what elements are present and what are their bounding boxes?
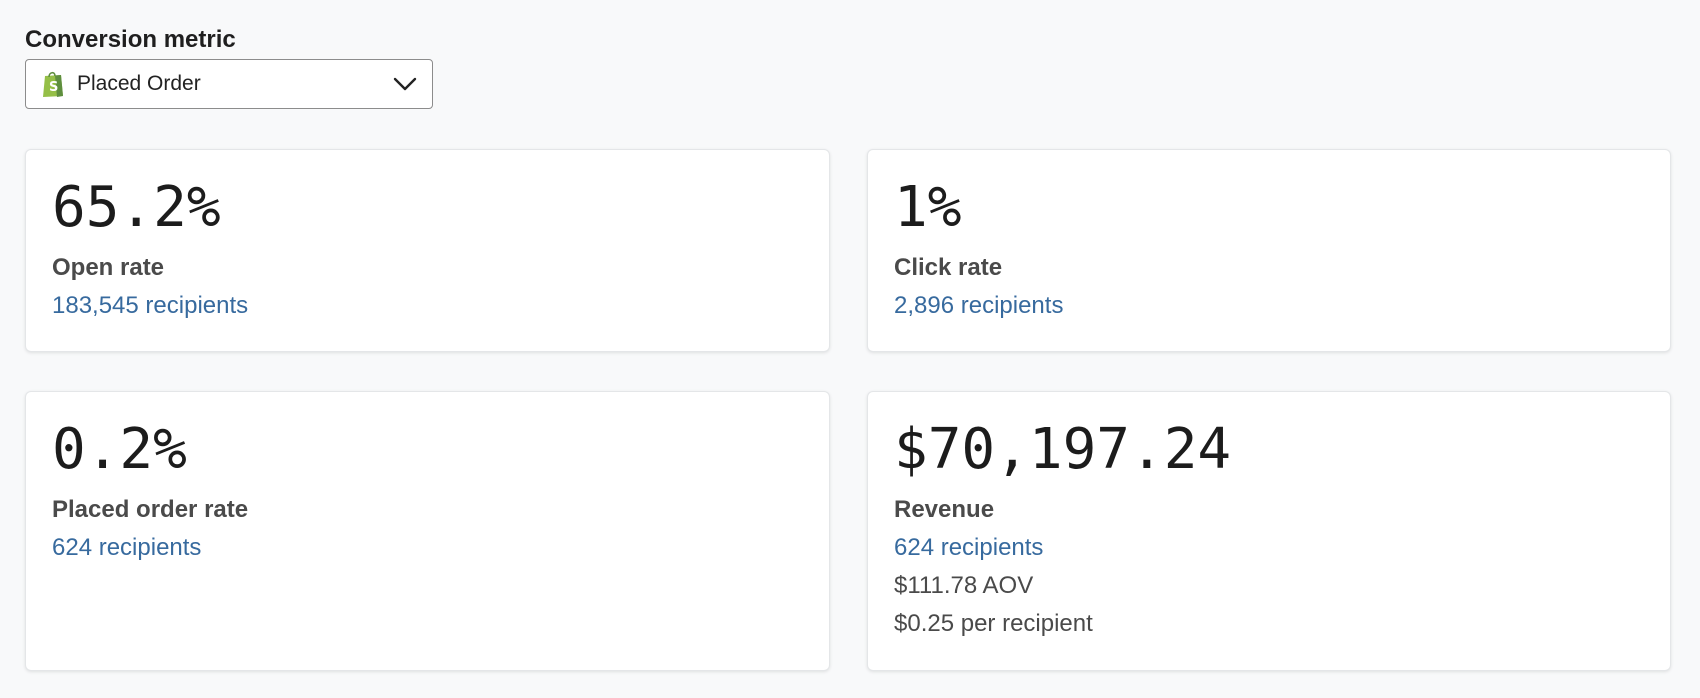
placed-order-rate-value: 0.2% [52, 417, 187, 482]
click-rate-value: 1% [894, 175, 962, 240]
open-rate-value: 65.2% [52, 175, 221, 240]
conversion-metric-label: Conversion metric [25, 26, 236, 53]
svg-text:S: S [49, 80, 58, 95]
open-rate-label: Open rate [52, 254, 165, 281]
revenue-value: $70,197.24 [894, 417, 1232, 482]
conversion-metric-select[interactable]: S Placed Order [25, 59, 433, 109]
placed-order-rate-card: 0.2% Placed order rate 624 recipients [25, 391, 830, 671]
open-rate-card: 65.2% Open rate 183,545 recipients [25, 149, 830, 352]
revenue-recipients-link[interactable]: 624 recipients [894, 534, 1044, 561]
revenue-aov: $111.78 AOV [894, 572, 1034, 599]
click-rate-label: Click rate [894, 254, 1003, 281]
placed-order-rate-label: Placed order rate [52, 496, 249, 523]
revenue-label: Revenue [894, 496, 995, 523]
revenue-per-recipient: $0.25 per recipient [894, 610, 1093, 637]
open-rate-recipients-link[interactable]: 183,545 recipients [52, 292, 249, 319]
click-rate-card: 1% Click rate 2,896 recipients [867, 149, 1671, 352]
chevron-down-icon[interactable] [392, 76, 418, 92]
placed-order-rate-recipients-link[interactable]: 624 recipients [52, 534, 202, 561]
click-rate-recipients-link[interactable]: 2,896 recipients [894, 292, 1064, 319]
revenue-card: $70,197.24 Revenue 624 recipients $111.7… [867, 391, 1671, 671]
shopify-bag-icon: S [39, 69, 67, 99]
conversion-metric-value: Placed Order [77, 72, 201, 95]
